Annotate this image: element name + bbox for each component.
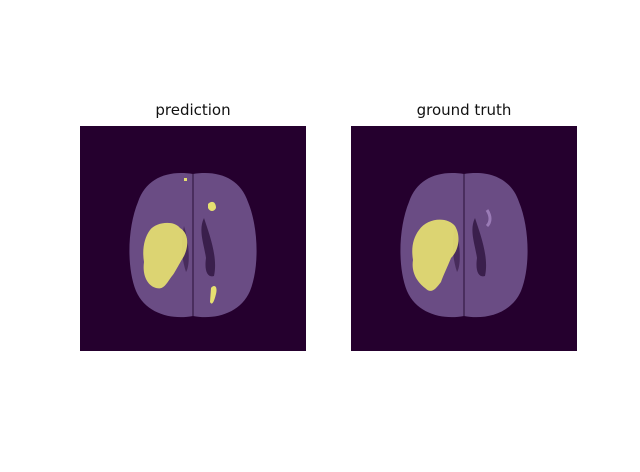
ground-truth-panel: [351, 126, 577, 351]
ventricle: [201, 218, 216, 277]
ground-truth-title: ground truth: [416, 101, 512, 119]
prediction-panel: [80, 126, 306, 351]
prediction-title: prediction: [155, 101, 231, 119]
ground-truth-image: [351, 126, 577, 351]
tumor-mask: [412, 219, 459, 291]
prediction-image: [80, 126, 306, 351]
ventricle: [472, 218, 487, 277]
tumor-mask: [143, 222, 188, 289]
